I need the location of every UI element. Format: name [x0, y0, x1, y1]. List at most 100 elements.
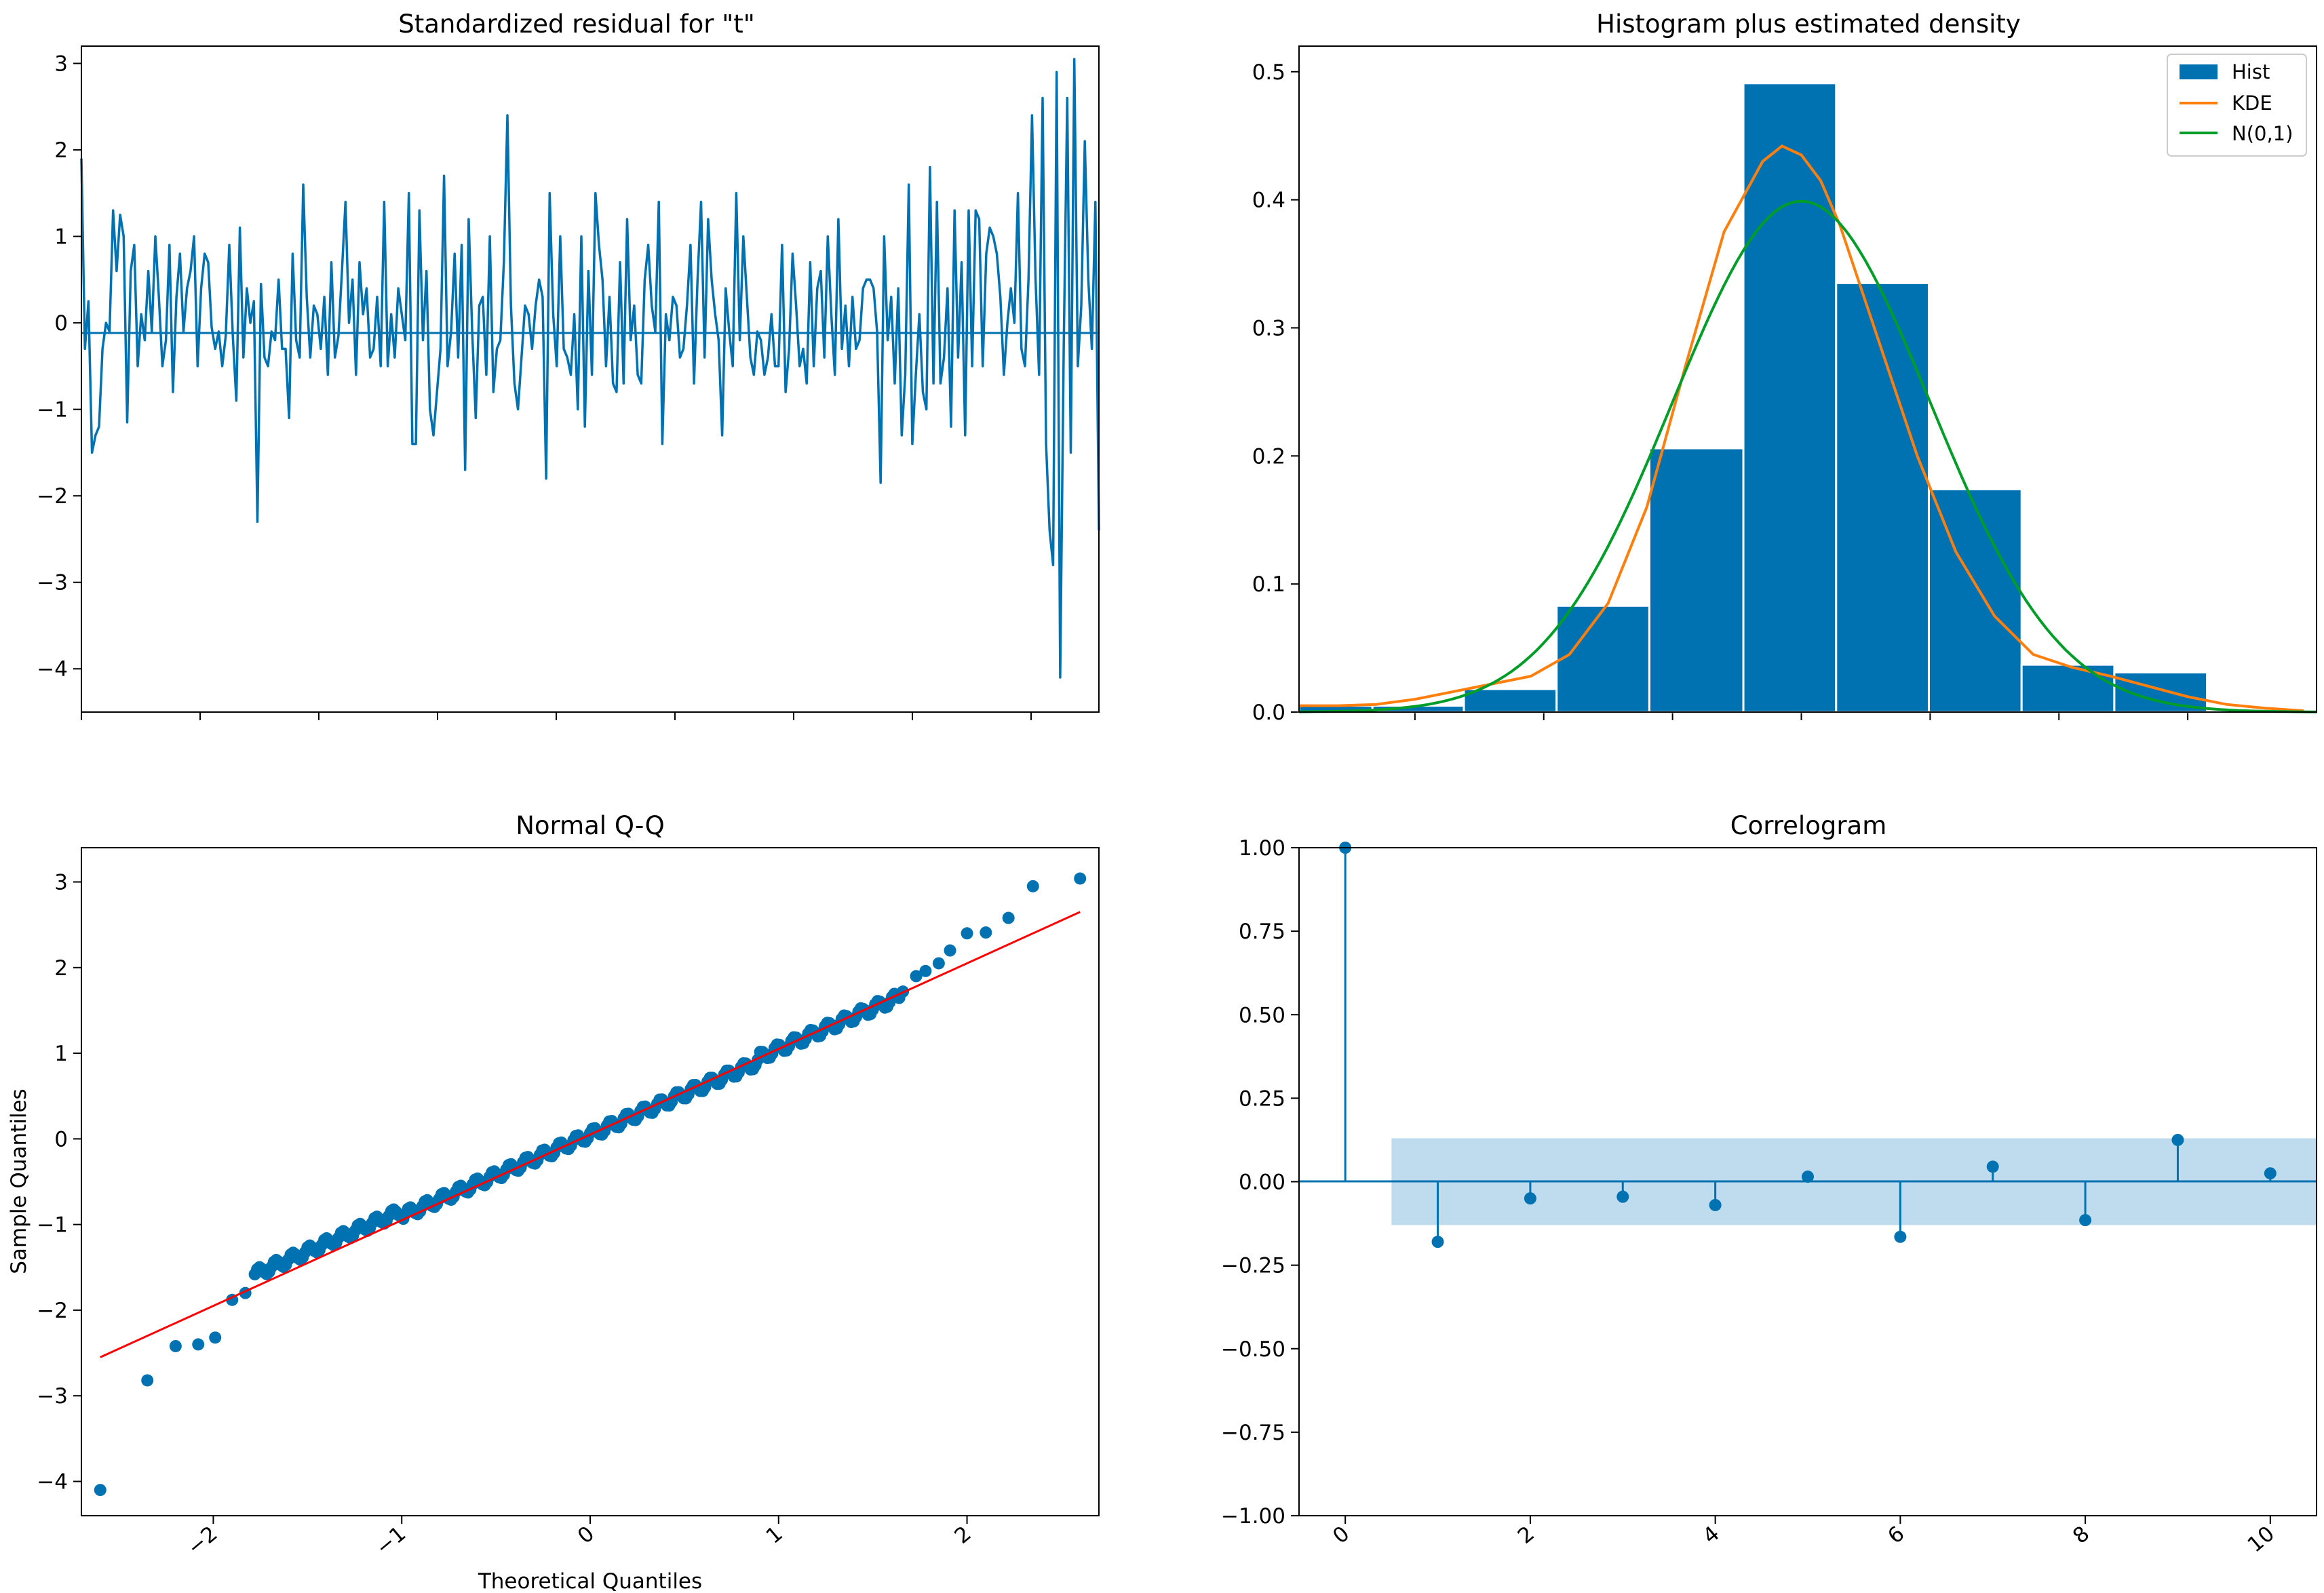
qq-point [1002, 911, 1015, 924]
residual-ytick-label: 2 [54, 138, 68, 163]
qq-ytick-label: 0 [54, 1127, 68, 1152]
residual-line [80, 58, 1100, 679]
correlogram-panel: Correlogram 1.00 0.75 0.50 0.25 0.00 −0.25 −0.… [1221, 811, 2317, 1557]
residual-ytick-label: −3 [37, 571, 68, 595]
histogram-ytick-label: 0.2 [1252, 444, 1285, 469]
qq-points [94, 872, 1087, 1497]
histogram-density-lines [1298, 144, 2317, 713]
correlogram-marker [2079, 1214, 2092, 1227]
correlogram-marker [1802, 1171, 1814, 1183]
qq-frame [81, 847, 1100, 1516]
qq-ytick-label: 2 [54, 956, 68, 981]
qq-ylabel: Sample Quantiles [7, 1088, 31, 1274]
histogram-bar [1648, 447, 1745, 713]
legend-normal-label: N(0,1) [2232, 122, 2293, 145]
histogram-yticks: 0.0 0.1 0.2 0.3 0.4 0.5 [1252, 60, 2189, 725]
qq-xlabel: Theoretical Quantiles [478, 1569, 702, 1593]
histogram-bar [2020, 663, 2116, 713]
legend-box [2167, 54, 2307, 157]
residual-panel: Standardized residual for "t" 3 2 1 0 −1 −2 −3… [37, 9, 1100, 720]
correlogram-ytick-label: 0.75 [1239, 920, 1285, 944]
qq-point [141, 1374, 154, 1387]
residual-xticks [81, 712, 1032, 720]
correlogram-marker [2264, 1167, 2277, 1180]
qq-point [961, 927, 973, 940]
qq-xtick-label: 0 [573, 1522, 599, 1549]
correlogram-ytick-label: −0.25 [1221, 1254, 1285, 1278]
residual-ytick-label: −4 [37, 657, 68, 682]
correlogram-marker [1431, 1236, 1444, 1248]
legend-hist-swatch [2180, 64, 2218, 79]
qq-ytick-label: −4 [37, 1470, 68, 1494]
qq-point [94, 1484, 106, 1497]
residual-ytick-label: −2 [37, 484, 68, 509]
qq-title: Normal Q-Q [516, 811, 665, 840]
histogram-bar [1555, 604, 1650, 713]
qq-point [944, 944, 956, 957]
correlogram-frame [1298, 847, 2317, 1516]
correlogram-xtick-label: 2 [1513, 1522, 1539, 1549]
qq-reference-line [100, 911, 1081, 1358]
histogram-ytick-label: 0.1 [1252, 572, 1285, 597]
residual-ytick-label: 3 [54, 52, 68, 77]
histogram-ytick-label: 0.0 [1252, 701, 1285, 725]
residual-series [80, 58, 1100, 679]
qq-point [209, 1331, 222, 1344]
correlogram-title: Correlogram [1730, 811, 1887, 840]
correlogram-marker [1616, 1190, 1629, 1203]
qq-ytick-label: −3 [37, 1384, 68, 1409]
histogram-bar [1742, 82, 1838, 713]
correlogram-ticks: 1.00 0.75 0.50 0.25 0.00 −0.25 −0.50 −0.75 −1.00… [1221, 836, 2279, 1557]
histogram-panel: Histogram plus estimated density 0.00.10… [1252, 9, 2317, 725]
legend-hist-label: Hist [2232, 60, 2270, 83]
histogram-ytick-label: 0.5 [1252, 60, 1285, 85]
residual-yticks: 3 2 1 0 −1 −2 −3 −4 [37, 52, 81, 682]
correlogram-stems [1339, 842, 2277, 1248]
histogram-ytick-label: 0.3 [1252, 316, 1285, 340]
qq-panel: Normal Q-Q 3 2 1 0 −1 −2 −3 −4 −2 −1 0 1 2 Theoretic… [7, 811, 1100, 1593]
correlogram-marker [1709, 1198, 1722, 1211]
histogram-bar [1835, 281, 1930, 713]
correlogram-ytick-label: −0.75 [1221, 1421, 1285, 1445]
qq-ticks: 3 2 1 0 −1 −2 −3 −4 −2 −1 0 1 2 [37, 871, 975, 1560]
qq-point [932, 957, 945, 970]
histogram-legend: Hist KDE N(0,1) [2167, 54, 2307, 157]
correlogram-xtick-label: 10 [2243, 1522, 2279, 1558]
correlogram-marker [1524, 1192, 1536, 1205]
qq-xtick-label: 2 [950, 1522, 975, 1549]
qq-ytick-label: −1 [37, 1213, 68, 1238]
correlogram-ytick-label: 0.25 [1239, 1086, 1285, 1111]
qq-point [1026, 880, 1039, 892]
qq-ytick-label: −2 [37, 1299, 68, 1323]
histogram-bar [1463, 688, 1558, 713]
correlogram-ytick-label: 0.00 [1239, 1171, 1285, 1195]
correlogram-xtick-label: 6 [1883, 1522, 1909, 1549]
residual-ytick-label: −1 [37, 398, 68, 422]
correlogram-marker [1986, 1160, 1999, 1173]
correlogram-ytick-label: −1.00 [1221, 1504, 1285, 1529]
qq-point [910, 970, 923, 983]
legend-kde-label: KDE [2232, 92, 2272, 115]
correlogram-ytick-label: 0.50 [1239, 1003, 1285, 1027]
qq-point [169, 1339, 182, 1352]
correlogram-xtick-label: 8 [2068, 1522, 2094, 1549]
correlogram-ytick-label: 1.00 [1239, 836, 1285, 861]
qq-point [919, 964, 932, 977]
correlogram-ytick-label: −0.50 [1221, 1337, 1285, 1362]
qq-point [1074, 872, 1087, 885]
histogram-frame [1298, 45, 2317, 713]
correlogram-xtick-label: 0 [1328, 1522, 1354, 1549]
qq-xtick-label: −1 [371, 1522, 410, 1560]
histogram-title: Histogram plus estimated density [1596, 9, 2021, 39]
correlogram-marker [2171, 1133, 2184, 1146]
histogram-ytick-label: 0.4 [1252, 189, 1285, 213]
residual-ytick-label: 0 [54, 311, 68, 336]
qq-xtick-label: 1 [762, 1522, 788, 1549]
residual-ytick-label: 1 [54, 225, 68, 250]
kde-line [1299, 144, 2304, 713]
normal-pdf-line [1298, 199, 2317, 713]
correlogram-marker [1894, 1230, 1907, 1243]
correlogram-xtick-label: 4 [1699, 1522, 1724, 1549]
qq-ytick-label: 3 [54, 871, 68, 895]
residual-frame [81, 45, 1100, 713]
